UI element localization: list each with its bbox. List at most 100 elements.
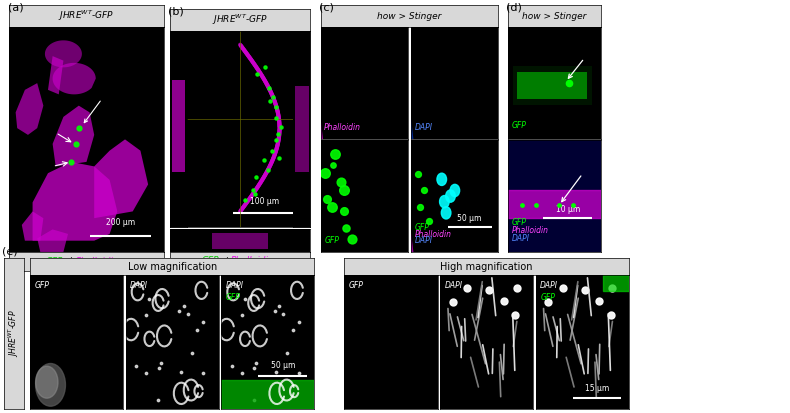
Point bbox=[273, 303, 285, 309]
Point bbox=[292, 370, 305, 377]
Polygon shape bbox=[603, 275, 629, 292]
Text: Phalloidin: Phalloidin bbox=[231, 256, 274, 265]
Text: GFP: GFP bbox=[349, 281, 364, 290]
Point bbox=[182, 311, 194, 317]
Text: GFP: GFP bbox=[226, 293, 241, 302]
Point bbox=[262, 167, 275, 173]
Point bbox=[266, 93, 279, 100]
Point bbox=[277, 311, 290, 317]
Circle shape bbox=[442, 206, 451, 219]
Polygon shape bbox=[295, 86, 309, 172]
Point bbox=[130, 362, 142, 369]
Polygon shape bbox=[48, 56, 63, 94]
Polygon shape bbox=[171, 80, 186, 172]
Point bbox=[516, 202, 529, 208]
Point bbox=[461, 285, 473, 292]
Point bbox=[258, 157, 270, 164]
Point bbox=[412, 171, 424, 177]
Point bbox=[292, 319, 305, 325]
Point bbox=[529, 202, 542, 208]
Text: how > Stinger: how > Stinger bbox=[378, 12, 442, 21]
Point bbox=[337, 187, 350, 194]
Point bbox=[325, 204, 338, 211]
Point bbox=[262, 85, 275, 91]
Point bbox=[423, 217, 435, 224]
Point bbox=[418, 187, 431, 194]
Point bbox=[225, 362, 238, 369]
Point bbox=[414, 204, 427, 211]
Point bbox=[270, 103, 283, 110]
Point bbox=[250, 360, 263, 366]
Point bbox=[235, 369, 248, 376]
Point bbox=[321, 196, 333, 203]
Point bbox=[269, 137, 282, 143]
Point bbox=[269, 114, 282, 121]
Point bbox=[152, 365, 165, 371]
Point bbox=[556, 285, 569, 292]
Text: JHRE$^{WT}$-GFP: JHRE$^{WT}$-GFP bbox=[58, 9, 115, 23]
Point bbox=[275, 124, 288, 131]
Point bbox=[175, 368, 187, 375]
Text: (e): (e) bbox=[2, 246, 18, 256]
Circle shape bbox=[36, 366, 58, 398]
Text: Phalloidin: Phalloidin bbox=[324, 123, 361, 132]
Text: (a): (a) bbox=[8, 2, 24, 12]
Point bbox=[258, 64, 271, 71]
Polygon shape bbox=[508, 140, 601, 252]
Point bbox=[593, 297, 606, 304]
Text: 50 μm: 50 μm bbox=[457, 214, 482, 223]
Polygon shape bbox=[53, 106, 94, 166]
Text: (d): (d) bbox=[506, 2, 522, 12]
Text: (b): (b) bbox=[168, 6, 184, 16]
Point bbox=[553, 202, 566, 208]
Text: /: / bbox=[222, 256, 231, 265]
Polygon shape bbox=[251, 0, 326, 172]
Polygon shape bbox=[508, 190, 601, 218]
Point bbox=[272, 131, 284, 138]
Text: GFP: GFP bbox=[35, 281, 50, 290]
Text: GFP: GFP bbox=[540, 293, 555, 302]
Text: Low magnification: Low magnification bbox=[128, 262, 216, 272]
Text: DAPI: DAPI bbox=[540, 281, 559, 290]
Text: GFP: GFP bbox=[201, 256, 219, 265]
Point bbox=[266, 147, 279, 154]
Point bbox=[186, 350, 198, 357]
Polygon shape bbox=[94, 139, 149, 218]
Polygon shape bbox=[22, 211, 43, 241]
Point bbox=[483, 287, 495, 293]
Circle shape bbox=[439, 195, 450, 208]
Text: Phalloidin: Phalloidin bbox=[76, 257, 119, 266]
Text: DAPI: DAPI bbox=[415, 123, 433, 132]
Circle shape bbox=[446, 190, 455, 202]
Point bbox=[248, 365, 261, 371]
Point bbox=[273, 155, 285, 161]
Point bbox=[73, 125, 85, 131]
Polygon shape bbox=[45, 40, 82, 67]
Text: Phalloidin: Phalloidin bbox=[415, 230, 452, 239]
Text: 10 μm: 10 μm bbox=[555, 205, 580, 214]
Point bbox=[197, 370, 209, 377]
Point bbox=[578, 287, 591, 293]
Point bbox=[498, 297, 510, 304]
Text: High magnification: High magnification bbox=[440, 262, 533, 272]
Point bbox=[250, 71, 263, 77]
Point bbox=[247, 396, 260, 403]
Text: JHRE$^{WT}$-GFP: JHRE$^{WT}$-GFP bbox=[213, 13, 268, 27]
Point bbox=[319, 170, 332, 177]
Point bbox=[239, 296, 251, 302]
Point bbox=[281, 350, 294, 357]
Point bbox=[155, 360, 167, 366]
Point bbox=[510, 311, 522, 318]
Point bbox=[140, 311, 152, 318]
Point bbox=[329, 150, 341, 157]
Polygon shape bbox=[221, 380, 314, 409]
Point bbox=[152, 396, 164, 403]
Text: Phalloidin: Phalloidin bbox=[512, 226, 549, 235]
Text: (c): (c) bbox=[319, 2, 334, 12]
Text: GFP: GFP bbox=[324, 236, 339, 245]
Polygon shape bbox=[37, 230, 68, 252]
Circle shape bbox=[36, 363, 66, 406]
Polygon shape bbox=[513, 66, 592, 105]
Text: DAPI: DAPI bbox=[445, 281, 463, 290]
Polygon shape bbox=[16, 83, 43, 135]
